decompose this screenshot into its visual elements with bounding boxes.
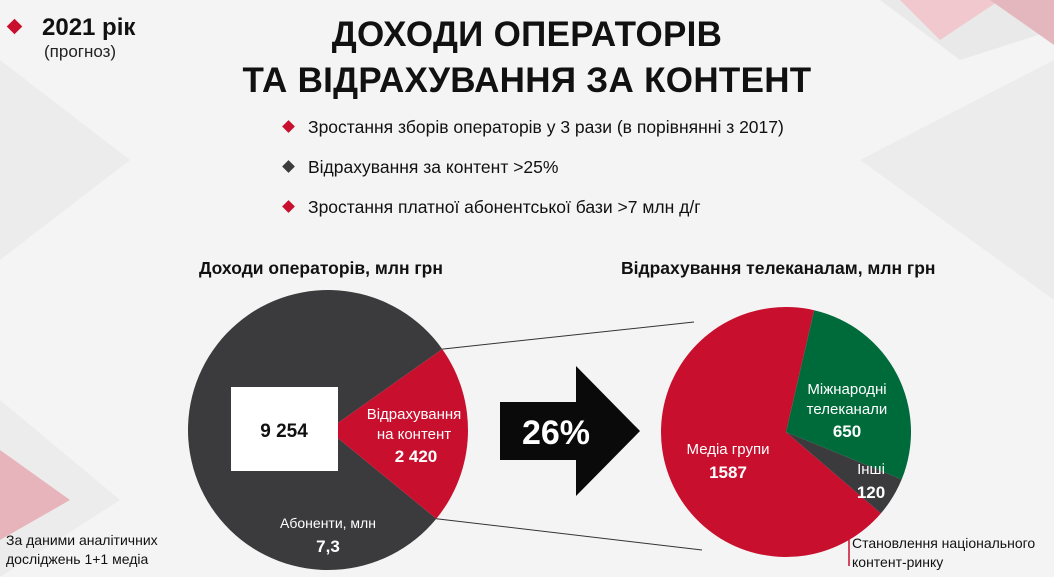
arrow-label: 26%	[522, 414, 590, 452]
slice-label-international-line2: телеканали	[807, 401, 888, 418]
bullet-item: Зростання зборів операторів у 3 рази (в …	[282, 116, 784, 156]
year-marker-icon	[6, 18, 23, 35]
arrow-shape	[500, 366, 640, 496]
value-label-total: 9 254	[260, 421, 308, 442]
bullet-diamond-icon	[282, 160, 295, 173]
pie-slice-international	[786, 310, 912, 480]
chart-title-left: Доходи операторів, млн грн	[199, 258, 443, 278]
bullet-list: Зростання зборів операторів у 3 рази (в …	[282, 116, 784, 236]
value-label-media-groups: 1587	[709, 463, 747, 482]
value-label-other: 120	[857, 483, 885, 502]
pie-slice-content	[328, 349, 469, 519]
market-note-line1: Становлення національного	[852, 535, 1036, 551]
pie-slice-total	[188, 289, 443, 570]
footnote-line1: За даними аналітичних	[6, 532, 158, 548]
bullet-item: Відрахування за контент >25%	[282, 156, 784, 196]
annotation-subscribers-label: Абоненти, млн	[280, 515, 376, 531]
year-label: 2021 рік	[42, 14, 136, 41]
page-title: ДОХОДИ ОПЕРАТОРІВ ТА ВІДРАХУВАННЯ ЗА КОН…	[227, 12, 827, 104]
bullet-text: Зростання зборів операторів у 3 рази (в …	[308, 117, 784, 137]
footnote-line2: досліджень 1+1 медіа	[6, 551, 149, 567]
slice-label-content-line1: Відрахування	[367, 406, 462, 423]
market-note-line2: контент-ринку	[852, 554, 944, 570]
footnote: За даними аналітичних досліджень 1+1 мед…	[6, 531, 158, 569]
connector-bottom	[436, 518, 703, 551]
forecast-label: (прогноз)	[44, 42, 117, 61]
slice-label-other: Інші	[857, 461, 885, 478]
bullet-item: Зростання платної абонентської бази >7 м…	[282, 196, 784, 236]
bullet-diamond-icon	[282, 200, 295, 213]
annotation-subscribers-value: 7,3	[316, 537, 340, 556]
connector-top	[442, 321, 695, 350]
value-label-content: 2 420	[395, 447, 438, 466]
pie-slice-media-groups	[661, 307, 881, 557]
slice-label-international-line1: Міжнародні	[807, 381, 886, 398]
page-title-line1: ДОХОДИ ОПЕРАТОРІВ	[331, 15, 723, 54]
pie-slice-other	[786, 432, 902, 514]
bullet-text: Відрахування за контент >25%	[308, 157, 559, 177]
value-label-international: 650	[833, 422, 861, 441]
bullet-text: Зростання платної абонентської бази >7 м…	[308, 197, 701, 217]
bullet-diamond-icon	[282, 120, 295, 133]
market-note: Становлення національного контент-ринку	[852, 534, 1035, 572]
page-title-line2: ТА ВІДРАХУВАННЯ ЗА КОНТЕНТ	[242, 61, 812, 100]
value-box	[231, 387, 338, 471]
slice-label-content-line2: на контент	[377, 426, 451, 443]
chart-title-right: Відрахування телеканалам, млн грн	[621, 258, 936, 278]
slice-label-media-groups: Медіа групи	[687, 441, 770, 458]
